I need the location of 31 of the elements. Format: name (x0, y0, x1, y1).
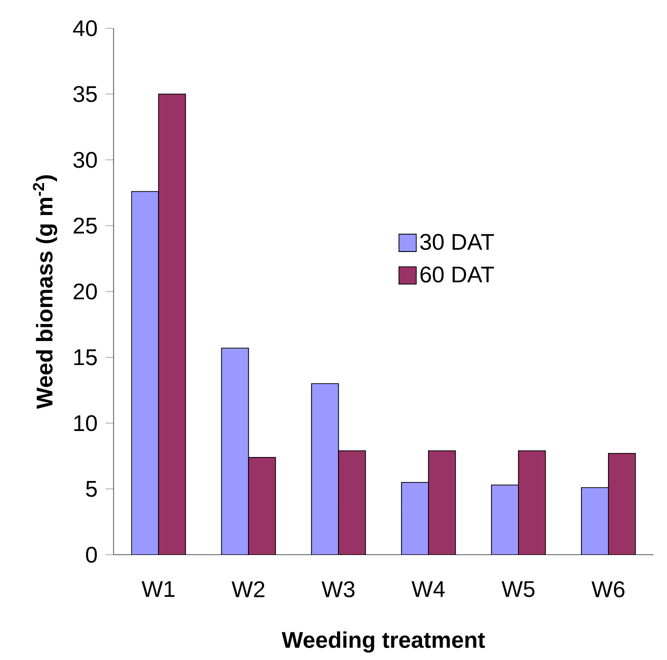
bar (131, 191, 159, 555)
x-tick-label: W6 (592, 581, 624, 598)
bar (311, 383, 339, 555)
y-tick-label: 20 (74, 283, 97, 300)
x-axis-title: Weeding treatment (282, 631, 485, 653)
bar (338, 450, 366, 555)
bar (248, 456, 276, 555)
bar (518, 450, 546, 555)
bar (491, 484, 519, 555)
bar (608, 452, 636, 555)
y-axis-title: Weed biomass (g m$^{-2}$) (32, 175, 58, 409)
bar (428, 450, 456, 555)
y-tick-label: 35 (73, 86, 97, 102)
legend-label: 60 DAT (420, 266, 494, 282)
y-tick-label: 25 (74, 218, 97, 234)
bar (221, 348, 249, 555)
x-tick-label: W1 (142, 581, 174, 597)
y-tick-label: 0 (86, 546, 97, 563)
x-tick-label: W2 (232, 581, 264, 598)
y-tick-label: 10 (74, 415, 97, 432)
bar (158, 94, 186, 555)
legend-label: 30 DAT (420, 234, 494, 250)
x-tick-label: W5 (502, 581, 534, 598)
y-tick-label: 40 (73, 20, 97, 36)
bar (401, 482, 429, 555)
x-tick-label: W3 (322, 581, 354, 598)
y-tick-label: 5 (86, 480, 97, 497)
bar (581, 487, 609, 555)
y-tick-label: 15 (74, 349, 97, 366)
x-tick-label: W4 (412, 581, 445, 597)
y-tick-label: 30 (73, 152, 97, 168)
